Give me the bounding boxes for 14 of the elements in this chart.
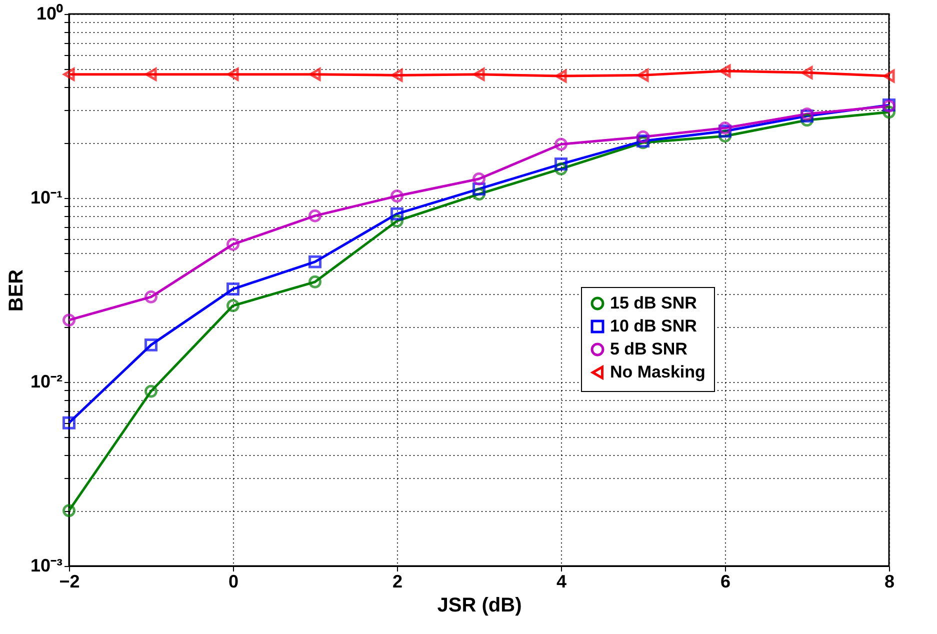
legend-label: 10 dB SNR bbox=[610, 316, 697, 336]
x-tick-label: 2 bbox=[392, 572, 403, 592]
y-tick-label: 10⁰ bbox=[36, 4, 64, 24]
legend-label: 5 dB SNR bbox=[610, 340, 688, 358]
x-tick-label: 6 bbox=[720, 572, 731, 592]
x-axis-title: JSR (dB) bbox=[437, 594, 522, 616]
x-tick-label: 8 bbox=[884, 572, 895, 592]
y-tick-label: 10⁻² bbox=[30, 372, 63, 392]
y-axis-title: BER bbox=[5, 268, 28, 312]
y-tick-label: 10⁻¹ bbox=[30, 188, 63, 208]
legend-label: No Masking bbox=[610, 362, 706, 382]
legend-label: 15 dB SNR bbox=[610, 294, 697, 312]
x-tick-label: 4 bbox=[556, 572, 567, 592]
x-tick-label: 0 bbox=[228, 572, 239, 592]
